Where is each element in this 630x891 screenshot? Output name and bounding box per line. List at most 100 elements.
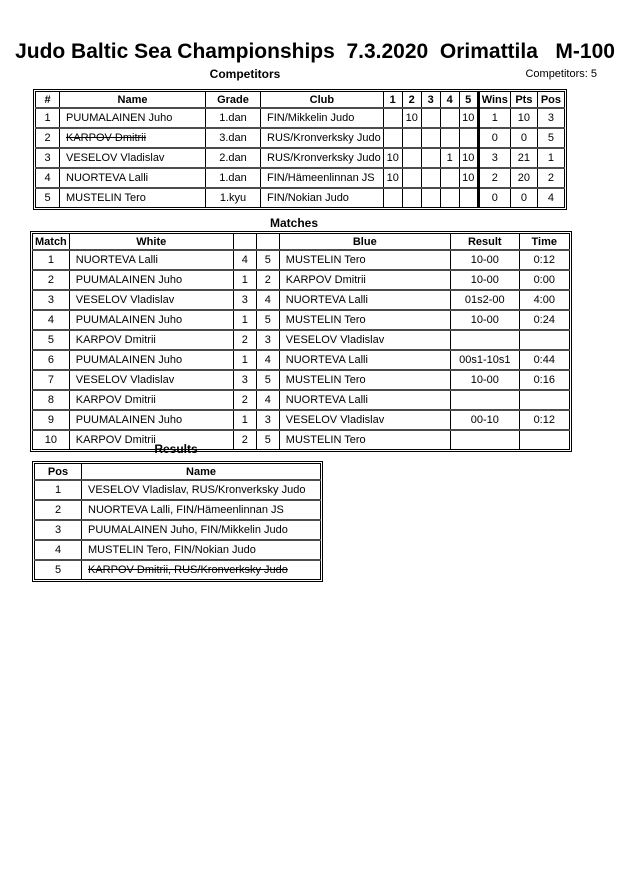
match-white-number-cell: 2 (232, 429, 257, 450)
match-white-cell: PUUMALAINEN Juho (68, 269, 234, 291)
competitor-pos-cell: 5 (536, 127, 565, 149)
match-row: 3 VESELOV Vladislav 3 4 NUORTEVA Lalli 0… (32, 289, 570, 311)
competitor-score-cell (401, 127, 422, 149)
competitor-score-cell (439, 127, 460, 149)
match-time-cell: 0:16 (518, 369, 570, 391)
match-blue-cell: NUORTEVA Lalli (278, 349, 451, 371)
match-blue-cell: MUSTELIN Tero (278, 249, 451, 271)
match-row: 5 KARPOV Dmitrii 2 3 VESELOV Vladislav (32, 329, 570, 351)
result-row: 2 NUORTEVA Lalli, FIN/Hämeenlinnan JS (34, 499, 321, 521)
match-result-cell: 01s2-00 (449, 289, 520, 311)
competitor-club-cell: RUS/Kronverksky Judo (260, 127, 384, 149)
match-white-cell: NUORTEVA Lalli (68, 249, 234, 271)
match-white-number-cell: 1 (232, 409, 257, 431)
competitor-row: 1 PUUMALAINEN Juho 1.dan FIN/Mikkelin Ju… (35, 107, 565, 129)
match-blue-number-cell: 5 (255, 429, 280, 450)
match-row: 10 KARPOV Dmitrii 2 5 MUSTELIN Tero (32, 429, 570, 450)
competitor-score-cell: 10 (382, 167, 403, 189)
competitor-score-cell (420, 147, 441, 169)
header-wins: Wins (476, 91, 511, 109)
competitor-score-cell (401, 147, 422, 169)
competitor-number-cell: 3 (35, 147, 60, 169)
match-white-number-cell: 2 (232, 389, 257, 411)
match-number-cell: 10 (32, 429, 70, 450)
match-result-cell: 10-00 (449, 249, 520, 271)
match-white-number-cell: 1 (232, 309, 257, 331)
header-round-3: 3 (420, 91, 441, 109)
competitor-score-cell: 10 (458, 107, 479, 129)
header-pts: Pts (509, 91, 538, 109)
competitor-score-cell (458, 127, 479, 149)
match-white-number-cell: 2 (232, 329, 257, 351)
competitors-table: # Name Grade Club 1 2 3 4 5 Wins Pts Pos… (35, 91, 565, 208)
match-white-cell: PUUMALAINEN Juho (68, 409, 234, 431)
match-blue-cell: VESELOV Vladislav (278, 409, 451, 431)
match-time-cell: 0:44 (518, 349, 570, 371)
result-row: 5 KARPOV Dmitrii, RUS/Kronverksky Judo (34, 559, 321, 580)
match-row: 6 PUUMALAINEN Juho 1 4 NUORTEVA Lalli 00… (32, 349, 570, 371)
competitor-pos-cell: 3 (536, 107, 565, 129)
match-blue-cell: MUSTELIN Tero (278, 429, 451, 450)
competitors-section-title: Competitors (209, 67, 281, 81)
match-number-cell: 2 (32, 269, 70, 291)
result-pos-cell: 1 (34, 479, 82, 501)
matches-table: Match White Blue Result Time 1 NUORTEVA … (32, 233, 570, 450)
match-white-cell: PUUMALAINEN Juho (68, 309, 234, 331)
match-white-number-cell: 1 (232, 269, 257, 291)
competitor-wins-cell: 0 (476, 187, 511, 208)
competitor-name-cell: KARPOV Dmitrii (59, 127, 206, 149)
competitor-pos-cell: 4 (536, 187, 565, 208)
match-blue-cell: KARPOV Dmitrii (278, 269, 451, 291)
match-result-cell: 00-10 (449, 409, 520, 431)
match-number-cell: 9 (32, 409, 70, 431)
header-blue-number (255, 233, 280, 251)
match-white-cell: KARPOV Dmitrii (68, 429, 234, 450)
match-result-cell: 10-00 (449, 309, 520, 331)
competitor-number-cell: 2 (35, 127, 60, 149)
match-blue-number-cell: 5 (255, 369, 280, 391)
competitor-club-cell: FIN/Nokian Judo (260, 187, 384, 208)
header-white-number (232, 233, 257, 251)
match-blue-number-cell: 4 (255, 389, 280, 411)
match-time-cell: 0:00 (518, 269, 570, 291)
competitor-score-cell (382, 107, 403, 129)
match-white-cell: KARPOV Dmitrii (68, 389, 234, 411)
header-number: # (35, 91, 60, 109)
header-blue: Blue (278, 233, 451, 251)
header-round-2: 2 (401, 91, 422, 109)
match-result-cell: 10-00 (449, 269, 520, 291)
competitor-score-cell (401, 187, 422, 208)
match-blue-number-cell: 3 (255, 329, 280, 351)
match-blue-number-cell: 4 (255, 349, 280, 371)
match-number-cell: 8 (32, 389, 70, 411)
competitor-number-cell: 5 (35, 187, 60, 208)
header-round-1: 1 (382, 91, 403, 109)
match-blue-number-cell: 5 (255, 309, 280, 331)
match-time-cell (518, 429, 570, 450)
competitor-club-cell: RUS/Kronverksky Judo (260, 147, 384, 169)
results-section-title: Results (154, 442, 198, 456)
competitor-score-cell (420, 127, 441, 149)
competitor-score-cell (382, 127, 403, 149)
results-header-row: Pos Name (34, 463, 321, 481)
competitor-number-cell: 4 (35, 167, 60, 189)
match-white-cell: PUUMALAINEN Juho (68, 349, 234, 371)
competitor-score-cell (420, 187, 441, 208)
match-white-number-cell: 3 (232, 369, 257, 391)
competitor-wins-cell: 1 (476, 107, 511, 129)
matches-header-row: Match White Blue Result Time (32, 233, 570, 251)
page-title: Judo Baltic Sea Championships 7.3.2020 O… (15, 40, 615, 63)
competitor-wins-cell: 3 (476, 147, 511, 169)
competitor-row: 2 KARPOV Dmitrii 3.dan RUS/Kronverksky J… (35, 127, 565, 149)
match-row: 9 PUUMALAINEN Juho 1 3 VESELOV Vladislav… (32, 409, 570, 431)
match-time-cell (518, 329, 570, 351)
result-row: 3 PUUMALAINEN Juho, FIN/Mikkelin Judo (34, 519, 321, 541)
match-result-cell (449, 329, 520, 351)
competitor-pos-cell: 2 (536, 167, 565, 189)
competitor-grade-cell: 1.kyu (205, 187, 261, 208)
match-time-cell: 0:12 (518, 249, 570, 271)
competitor-score-cell (439, 187, 460, 208)
match-white-number-cell: 4 (232, 249, 257, 271)
match-row: 4 PUUMALAINEN Juho 1 5 MUSTELIN Tero 10-… (32, 309, 570, 331)
result-name-cell: NUORTEVA Lalli, FIN/Hämeenlinnan JS (81, 499, 321, 521)
